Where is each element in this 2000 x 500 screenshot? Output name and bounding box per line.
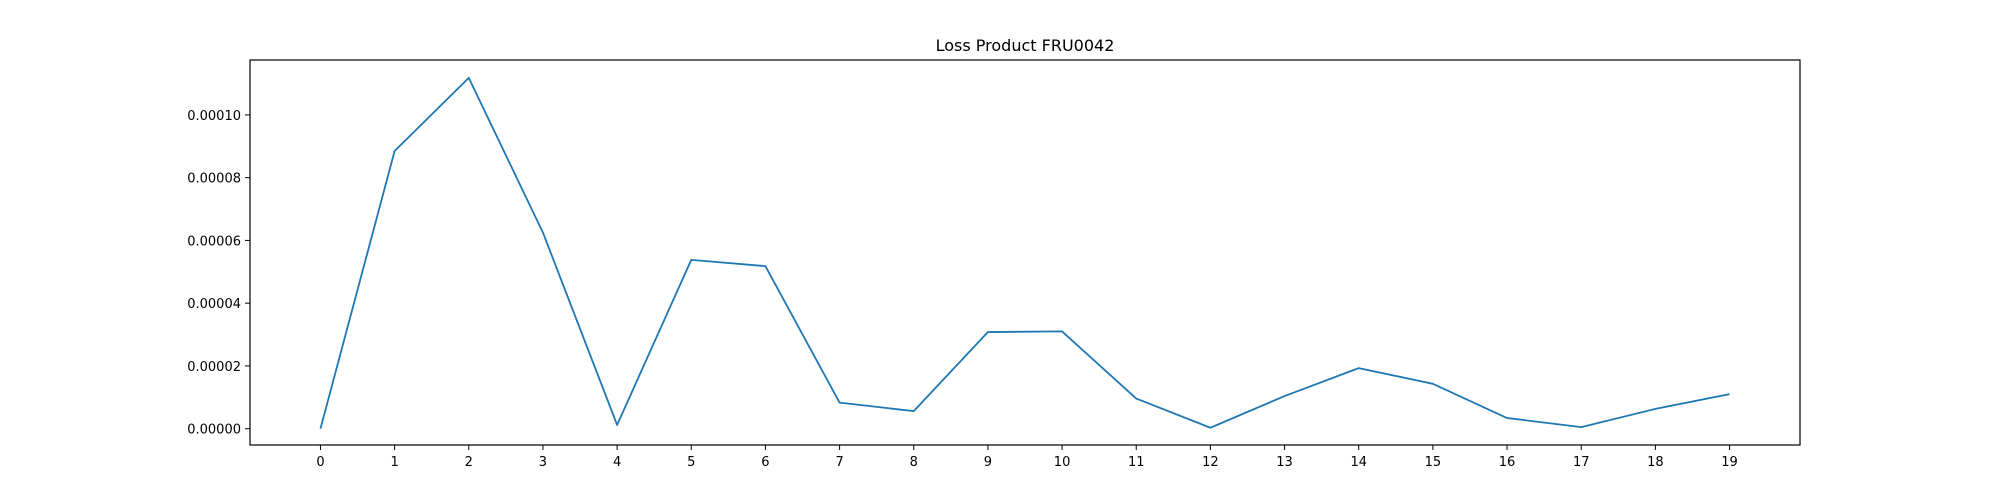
plot-frame	[249, 59, 1801, 446]
x-tick-label: 17	[1573, 455, 1590, 470]
x-tick-label: 12	[1202, 455, 1219, 470]
x-tick-label: 8	[910, 455, 918, 470]
x-tick-label: 13	[1276, 455, 1293, 470]
x-tick-label: 18	[1647, 455, 1664, 470]
x-tick-label: 3	[539, 455, 547, 470]
x-tick-label: 1	[390, 455, 398, 470]
x-tick-label: 15	[1425, 455, 1442, 470]
y-tick-label: 0.00006	[187, 234, 241, 249]
x-tick-label: 7	[835, 455, 843, 470]
x-axis-ticks: 0 1 2 3 4 5 6 7 8 9 10 11 12 13 14 15 16 17 18 19	[316, 445, 1738, 470]
x-tick-label: 6	[761, 455, 769, 470]
plot-area	[319, 76, 1730, 429]
y-tick-label: 0.00000	[187, 423, 241, 438]
y-axis-ticks: 0.00000 0.00002 0.00004 0.00006 0.00008 0.000…	[187, 109, 250, 438]
x-tick-label: 16	[1499, 455, 1516, 470]
x-tick-label: 19	[1721, 455, 1738, 470]
x-tick-label: 9	[984, 455, 992, 470]
y-tick-label: 0.00004	[187, 297, 241, 312]
x-tick-label: 11	[1128, 455, 1145, 470]
x-tick-label: 4	[613, 455, 621, 470]
x-tick-label: 2	[465, 455, 473, 470]
series-line	[319, 76, 1730, 429]
x-tick-label: 5	[687, 455, 695, 470]
y-tick-label: 0.00002	[187, 360, 241, 375]
x-tick-label: 10	[1054, 455, 1071, 470]
x-tick-label: 0	[316, 455, 324, 470]
y-tick-label: 0.00008	[187, 172, 241, 187]
x-tick-label: 14	[1350, 455, 1367, 470]
chart-title: Loss Product FRU0042	[936, 36, 1115, 55]
y-tick-label: 0.00010	[187, 109, 241, 124]
